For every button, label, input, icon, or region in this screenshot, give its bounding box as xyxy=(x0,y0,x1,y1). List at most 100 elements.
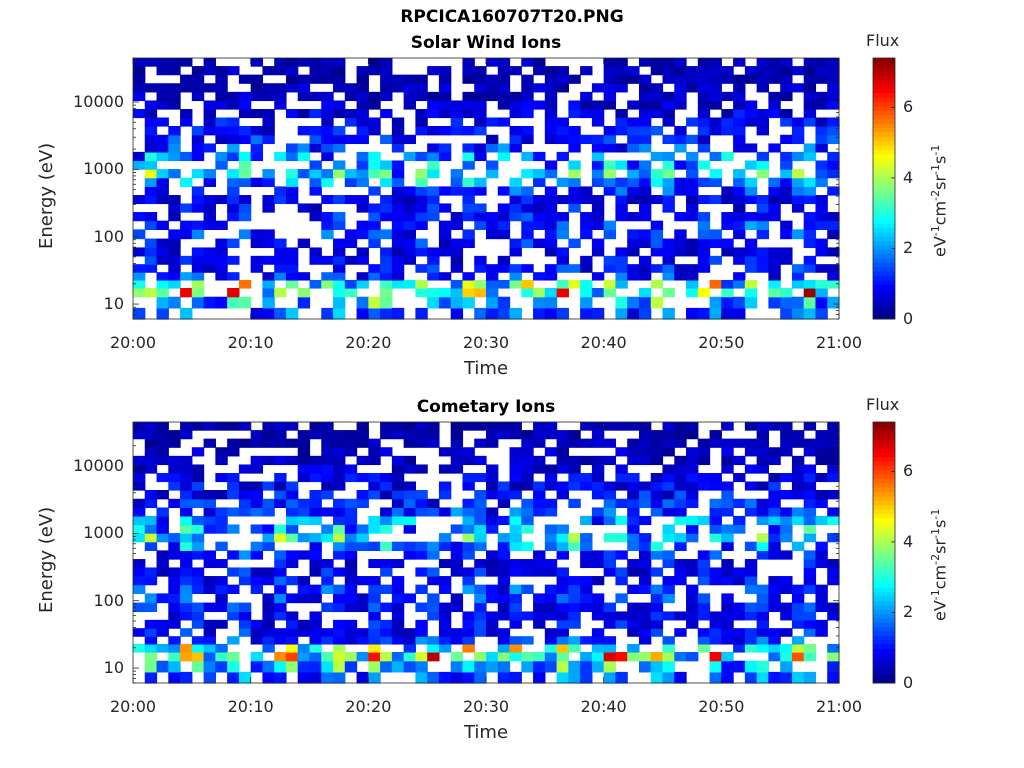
heatmap-cell xyxy=(768,671,781,684)
heatmap-cell xyxy=(450,255,464,265)
heatmap-cell xyxy=(133,481,146,491)
heatmap-cell xyxy=(168,567,181,577)
heatmap-cell xyxy=(380,515,393,526)
heatmap-cell xyxy=(427,593,440,604)
heatmap-cell xyxy=(756,515,769,526)
colorbar-segment xyxy=(873,84,895,89)
heatmap-cell xyxy=(486,430,499,440)
heatmap-cell xyxy=(309,109,322,119)
heatmap-cell xyxy=(650,430,664,440)
heatmap-cell xyxy=(333,567,346,577)
heatmap-cell xyxy=(274,438,287,448)
heatmap-cell xyxy=(180,151,193,162)
heatmap-cell xyxy=(580,91,593,102)
heatmap-cell xyxy=(815,66,828,76)
heatmap-cell xyxy=(580,593,593,604)
heatmap-cell xyxy=(297,464,311,474)
colorbar-segment xyxy=(873,284,895,290)
heatmap-cell xyxy=(509,567,522,577)
heatmap-cell xyxy=(686,117,699,127)
heatmap-cell xyxy=(697,134,711,145)
heatmap-cell xyxy=(662,66,675,76)
x-axis-label: Time xyxy=(463,358,509,379)
heatmap-cell xyxy=(144,533,158,543)
heatmap-cell xyxy=(250,524,264,534)
heatmap-cell xyxy=(721,559,734,569)
heatmap-cell xyxy=(415,220,428,230)
heatmap-cell xyxy=(297,584,311,594)
heatmap-cell xyxy=(509,651,522,662)
heatmap-cell xyxy=(603,126,617,136)
heatmap-cell xyxy=(203,550,216,560)
heatmap-cell xyxy=(391,455,405,466)
heatmap-cell xyxy=(321,143,334,153)
heatmap-cell xyxy=(603,455,617,466)
heatmap-cell xyxy=(474,117,487,127)
heatmap-cell xyxy=(615,567,628,577)
heatmap-cell xyxy=(144,498,158,509)
heatmap-cell xyxy=(380,177,393,187)
heatmap-cell xyxy=(474,287,487,298)
heatmap-cell xyxy=(227,255,240,265)
heatmap-cell xyxy=(238,498,252,509)
heatmap-cell xyxy=(156,524,169,534)
heatmap-cell xyxy=(650,109,664,119)
heatmap-cell xyxy=(321,195,334,205)
heatmap-cell xyxy=(638,660,652,673)
heatmap-cell xyxy=(497,422,511,431)
heatmap-cell xyxy=(368,203,381,213)
heatmap-cell xyxy=(368,238,381,249)
heatmap-cell xyxy=(709,671,722,684)
heatmap-cell xyxy=(791,455,805,466)
heatmap-cell xyxy=(497,584,511,594)
heatmap-cell xyxy=(638,58,652,67)
heatmap-cell xyxy=(450,567,464,577)
heatmap-cell xyxy=(144,541,158,551)
heatmap-cell xyxy=(803,524,817,534)
heatmap-cell xyxy=(709,307,722,320)
heatmap-cell xyxy=(274,287,287,298)
heatmap-cell xyxy=(521,287,534,298)
heatmap-cell xyxy=(333,169,346,179)
heatmap-cell xyxy=(203,515,216,526)
heatmap-cell xyxy=(321,307,334,320)
heatmap-cell xyxy=(262,643,275,653)
heatmap-cell xyxy=(462,567,475,577)
heatmap-cell xyxy=(156,279,169,289)
heatmap-cell xyxy=(638,636,652,645)
heatmap-cell xyxy=(462,109,475,119)
heatmap-cell xyxy=(368,611,381,621)
heatmap-cell xyxy=(709,498,722,509)
heatmap-cell xyxy=(556,455,569,466)
heatmap-cell xyxy=(403,660,416,673)
heatmap-cell xyxy=(333,533,346,543)
heatmap-cell xyxy=(215,660,228,673)
heatmap-cell xyxy=(262,91,275,102)
heatmap-cell xyxy=(344,533,358,543)
colorbar-segment xyxy=(873,669,895,675)
heatmap-cell xyxy=(733,83,746,93)
colorbar-segment xyxy=(873,522,895,527)
heatmap-cell xyxy=(497,576,511,586)
heatmap-cell xyxy=(591,134,605,145)
heatmap-cell xyxy=(627,584,640,594)
heatmap-cell xyxy=(580,541,593,551)
heatmap-cell xyxy=(697,83,711,93)
heatmap-cell xyxy=(544,83,558,93)
heatmap-cell xyxy=(427,203,440,213)
heatmap-cell xyxy=(803,422,817,431)
heatmap-cell xyxy=(686,212,699,222)
heatmap-cell xyxy=(627,619,640,629)
heatmap-cell xyxy=(697,455,711,466)
heatmap-cell xyxy=(180,671,193,684)
heatmap-cell xyxy=(756,83,769,93)
heatmap-cell xyxy=(568,473,581,483)
heatmap-cell xyxy=(180,74,193,84)
heatmap-cell xyxy=(333,481,346,491)
heatmap-cell xyxy=(333,660,346,673)
heatmap-cell xyxy=(438,447,452,457)
heatmap-cell xyxy=(521,238,534,249)
heatmap-cell xyxy=(368,473,381,483)
heatmap-cell xyxy=(662,255,675,265)
heatmap-cell xyxy=(285,628,299,637)
